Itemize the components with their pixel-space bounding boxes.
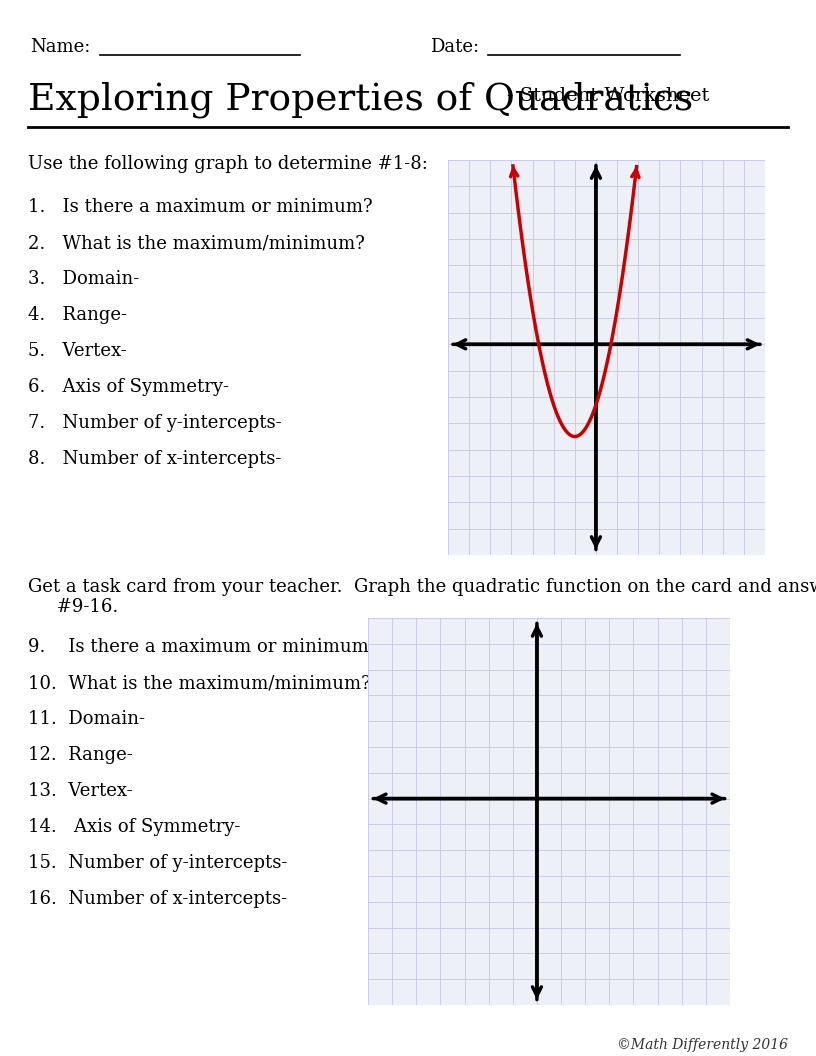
- Text: Date:: Date:: [430, 38, 479, 56]
- Text: 8.   Number of x-intercepts-: 8. Number of x-intercepts-: [28, 450, 282, 468]
- Text: Get a task card from your teacher.  Graph the quadratic function on the card and: Get a task card from your teacher. Graph…: [28, 578, 816, 596]
- Text: 1.   Is there a maximum or minimum?: 1. Is there a maximum or minimum?: [28, 199, 373, 216]
- Text: 9.    Is there a maximum or minimum?: 9. Is there a maximum or minimum?: [28, 638, 379, 656]
- Text: 16.  Number of x-intercepts-: 16. Number of x-intercepts-: [28, 890, 287, 908]
- Text: 5.   Vertex-: 5. Vertex-: [28, 342, 126, 360]
- Text: 3.   Domain-: 3. Domain-: [28, 270, 140, 288]
- Text: - Student Worksheet: - Student Worksheet: [507, 87, 709, 105]
- Text: Exploring Properties of Quadratics: Exploring Properties of Quadratics: [28, 82, 693, 118]
- Text: 15.  Number of y-intercepts-: 15. Number of y-intercepts-: [28, 854, 287, 872]
- Text: 12.  Range-: 12. Range-: [28, 746, 133, 763]
- Text: 11.  Domain-: 11. Domain-: [28, 710, 145, 728]
- Text: 14.   Axis of Symmetry-: 14. Axis of Symmetry-: [28, 818, 241, 836]
- Text: ©Math Differently 2016: ©Math Differently 2016: [617, 1038, 788, 1052]
- Text: Name:: Name:: [30, 38, 91, 56]
- Text: 2.   What is the maximum/minimum?: 2. What is the maximum/minimum?: [28, 234, 365, 252]
- Text: 4.   Range-: 4. Range-: [28, 306, 127, 324]
- Text: 7.   Number of y-intercepts-: 7. Number of y-intercepts-: [28, 414, 282, 432]
- Text: Use the following graph to determine #1-8:: Use the following graph to determine #1-…: [28, 155, 428, 173]
- Text: #9-16.: #9-16.: [28, 598, 118, 616]
- Text: 6.   Axis of Symmetry-: 6. Axis of Symmetry-: [28, 378, 229, 396]
- Text: 10.  What is the maximum/minimum?: 10. What is the maximum/minimum?: [28, 674, 370, 692]
- Text: 13.  Vertex-: 13. Vertex-: [28, 782, 133, 800]
